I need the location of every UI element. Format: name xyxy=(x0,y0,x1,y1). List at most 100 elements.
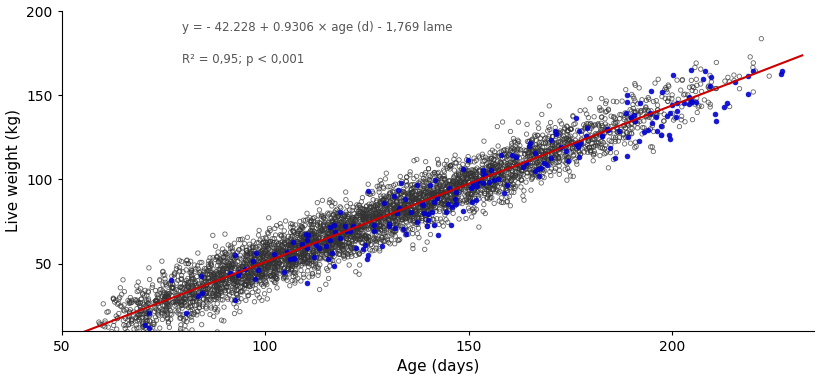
Point xyxy=(328,209,341,215)
Point xyxy=(644,108,657,114)
Point xyxy=(130,299,143,305)
Point xyxy=(349,217,362,223)
Point xyxy=(163,324,176,330)
Point xyxy=(394,205,407,211)
Point xyxy=(497,190,510,196)
Point xyxy=(159,279,172,285)
Point xyxy=(373,203,387,209)
Point xyxy=(301,253,314,259)
Point xyxy=(152,291,165,298)
Point xyxy=(347,245,360,251)
Point xyxy=(616,132,629,138)
Point xyxy=(296,230,309,236)
Point xyxy=(666,72,679,78)
Point xyxy=(473,191,486,197)
Point xyxy=(400,213,414,219)
Point xyxy=(274,267,287,273)
Point xyxy=(216,265,229,271)
Point xyxy=(242,292,255,298)
Point xyxy=(387,209,400,215)
Point xyxy=(508,174,521,180)
Point xyxy=(228,256,241,262)
Point xyxy=(256,241,269,247)
Point xyxy=(296,224,309,230)
Point xyxy=(326,228,339,234)
Point xyxy=(482,169,495,175)
Point xyxy=(431,188,444,194)
Point xyxy=(284,266,297,272)
Point xyxy=(342,228,355,234)
Point xyxy=(331,238,344,244)
Point xyxy=(351,212,364,218)
Point xyxy=(369,236,382,242)
Point xyxy=(238,260,251,266)
Point xyxy=(558,166,571,172)
Point xyxy=(518,164,531,170)
Point xyxy=(306,249,319,255)
Point xyxy=(518,148,532,154)
Point xyxy=(505,152,518,158)
Point xyxy=(358,212,371,218)
Point xyxy=(628,118,641,124)
Point xyxy=(179,296,192,302)
Point xyxy=(247,238,260,244)
Point xyxy=(324,252,337,258)
Point xyxy=(490,172,503,178)
Point xyxy=(269,223,283,229)
Point xyxy=(501,165,514,171)
Point xyxy=(363,222,376,228)
Point xyxy=(357,216,370,222)
Point xyxy=(221,296,234,302)
Point xyxy=(662,95,675,101)
Point xyxy=(477,181,490,187)
Point xyxy=(269,270,283,276)
Point xyxy=(143,277,156,283)
Point xyxy=(555,135,568,141)
Point xyxy=(455,180,468,186)
Point xyxy=(581,136,594,142)
Point xyxy=(215,297,229,303)
Point xyxy=(589,132,602,138)
Point xyxy=(308,233,321,239)
Point xyxy=(475,180,488,186)
Point xyxy=(232,275,245,281)
Point xyxy=(287,274,300,280)
Point xyxy=(156,290,170,296)
Point xyxy=(394,180,407,186)
Point xyxy=(336,238,349,244)
Point xyxy=(258,291,271,297)
Point xyxy=(314,226,327,232)
Point xyxy=(210,287,224,293)
Point xyxy=(89,333,102,339)
Point xyxy=(379,203,392,209)
Point xyxy=(753,36,767,42)
Point xyxy=(223,263,236,269)
Point xyxy=(266,272,279,278)
Point xyxy=(334,205,347,211)
Point xyxy=(232,236,245,242)
Point xyxy=(513,142,526,149)
Point xyxy=(304,228,317,234)
Point xyxy=(305,239,319,245)
Point xyxy=(444,187,457,193)
Point xyxy=(319,237,332,243)
Point xyxy=(282,258,295,264)
Point xyxy=(328,226,342,233)
Point xyxy=(379,234,392,240)
Point xyxy=(474,177,487,183)
Point xyxy=(458,173,471,179)
Point xyxy=(424,206,437,212)
Point xyxy=(302,242,315,248)
Point xyxy=(172,294,185,301)
Point xyxy=(255,251,268,257)
Point xyxy=(295,243,308,249)
Point xyxy=(414,215,428,222)
Point xyxy=(391,204,404,210)
Point xyxy=(196,271,209,277)
Point xyxy=(324,229,337,235)
Point xyxy=(442,208,455,214)
Point xyxy=(382,199,396,205)
Point xyxy=(426,192,439,198)
Point xyxy=(491,168,505,174)
Point xyxy=(134,286,147,292)
